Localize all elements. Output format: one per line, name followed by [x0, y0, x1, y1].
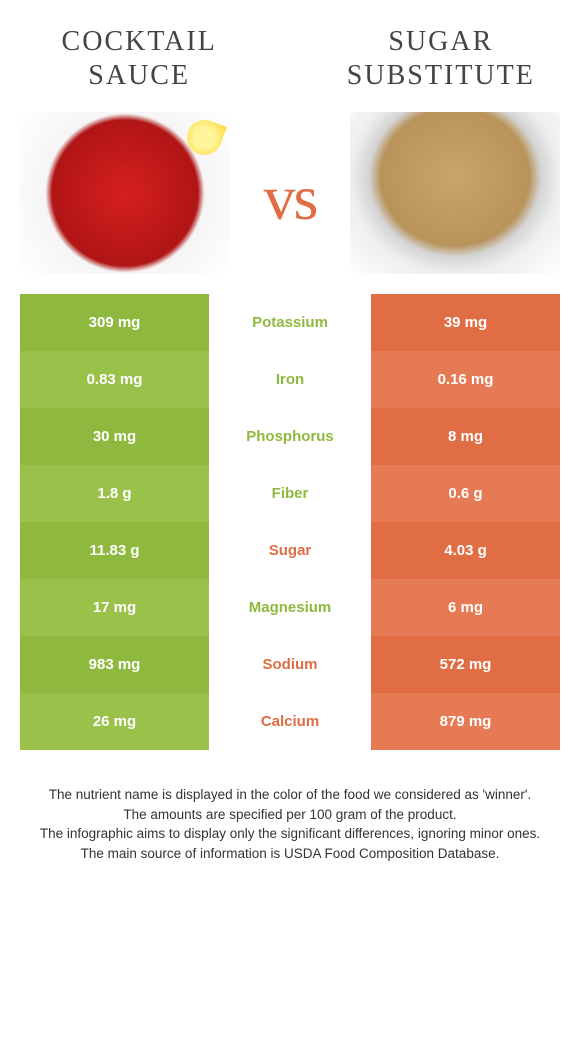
food-image-left: [20, 112, 230, 274]
vs-label: vs: [264, 161, 317, 235]
nutrient-label: Iron: [209, 351, 371, 408]
left-value: 17 mg: [20, 579, 209, 636]
right-value: 879 mg: [371, 693, 560, 750]
footer-line: The amounts are specified per 100 gram o…: [25, 805, 555, 825]
left-value: 0.83 mg: [20, 351, 209, 408]
table-row: 26 mgCalcium879 mg: [20, 693, 560, 750]
left-value: 26 mg: [20, 693, 209, 750]
nutrient-label: Sugar: [209, 522, 371, 579]
right-value: 6 mg: [371, 579, 560, 636]
right-value: 0.16 mg: [371, 351, 560, 408]
right-value: 0.6 g: [371, 465, 560, 522]
table-row: 17 mgMagnesium6 mg: [20, 579, 560, 636]
table-row: 309 mgPotassium39 mg: [20, 294, 560, 351]
left-value: 11.83 g: [20, 522, 209, 579]
title-left: Cocktail sauce: [30, 25, 248, 92]
nutrient-label: Phosphorus: [209, 408, 371, 465]
left-value: 309 mg: [20, 294, 209, 351]
footer-line: The main source of information is USDA F…: [25, 844, 555, 864]
nutrient-label: Sodium: [209, 636, 371, 693]
infographic-container: Cocktail sauce Sugar substitute vs 309 m…: [0, 0, 580, 863]
right-value: 39 mg: [371, 294, 560, 351]
table-row: 983 mgSodium572 mg: [20, 636, 560, 693]
nutrient-label: Potassium: [209, 294, 371, 351]
nutrient-label: Calcium: [209, 693, 371, 750]
nutrient-table: 309 mgPotassium39 mg0.83 mgIron0.16 mg30…: [0, 294, 580, 750]
left-value: 30 mg: [20, 408, 209, 465]
footer-line: The infographic aims to display only the…: [25, 824, 555, 844]
left-value: 983 mg: [20, 636, 209, 693]
image-row: vs: [0, 102, 580, 294]
nutrient-label: Magnesium: [209, 579, 371, 636]
header: Cocktail sauce Sugar substitute: [0, 0, 580, 102]
table-row: 1.8 gFiber0.6 g: [20, 465, 560, 522]
table-row: 0.83 mgIron0.16 mg: [20, 351, 560, 408]
right-value: 8 mg: [371, 408, 560, 465]
table-row: 30 mgPhosphorus8 mg: [20, 408, 560, 465]
food-image-right: [350, 112, 560, 274]
title-right: Sugar substitute: [332, 25, 550, 92]
footer-line: The nutrient name is displayed in the co…: [25, 785, 555, 805]
right-value: 572 mg: [371, 636, 560, 693]
right-value: 4.03 g: [371, 522, 560, 579]
table-row: 11.83 gSugar4.03 g: [20, 522, 560, 579]
left-value: 1.8 g: [20, 465, 209, 522]
nutrient-label: Fiber: [209, 465, 371, 522]
footer-notes: The nutrient name is displayed in the co…: [0, 750, 580, 863]
